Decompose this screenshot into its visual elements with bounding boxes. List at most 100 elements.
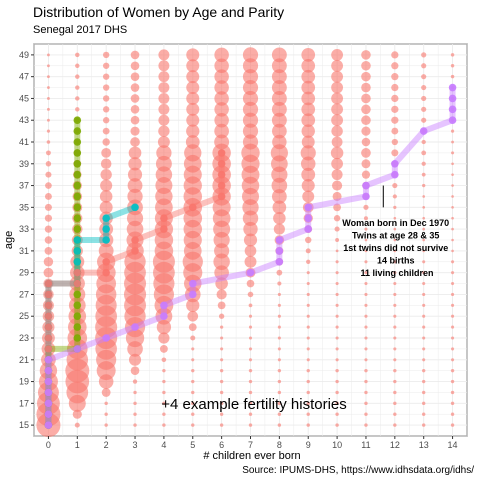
bubble: [44, 247, 53, 255]
bubble: [450, 53, 455, 57]
history-point: [73, 149, 82, 157]
bubble: [421, 95, 427, 102]
bubble: [422, 423, 426, 427]
bubble: [186, 113, 200, 127]
bubble: [246, 279, 255, 288]
bubble: [451, 151, 455, 155]
bubble: [75, 74, 80, 79]
bubble: [102, 138, 110, 146]
x-tick-label: 10: [332, 440, 342, 450]
bubble: [364, 271, 368, 275]
history-point: [44, 410, 53, 419]
bubble: [185, 135, 200, 149]
history-point: [362, 192, 370, 201]
bubble: [75, 96, 80, 101]
bubble: [333, 215, 341, 222]
history-point: [44, 399, 53, 408]
history-point: [391, 159, 399, 168]
bubble: [191, 423, 195, 427]
bubble: [364, 412, 368, 416]
x-tick-label: 2: [104, 440, 109, 450]
bubble: [46, 118, 50, 122]
bubble: [102, 117, 110, 124]
bubble: [361, 104, 371, 115]
bubble: [248, 303, 253, 308]
y-tick-label: 39: [19, 159, 29, 169]
bubble: [391, 127, 399, 135]
history-point: [73, 268, 82, 277]
bubble: [363, 204, 369, 210]
bubble: [421, 52, 427, 58]
bubble: [422, 368, 426, 373]
bubble: [391, 116, 399, 124]
bubble: [190, 335, 196, 341]
history-point: [131, 203, 139, 212]
bubble: [335, 358, 339, 362]
y-tick-label: 43: [19, 115, 29, 125]
bubble: [421, 84, 427, 91]
bubble: [306, 314, 310, 318]
history-point: [44, 421, 53, 429]
bubble: [101, 147, 112, 158]
bubble: [364, 238, 368, 242]
bubble: [214, 47, 229, 63]
bubble: [248, 390, 253, 395]
history-point: [102, 214, 110, 223]
bubble: [450, 401, 455, 406]
history-point: [73, 138, 82, 146]
bubble: [451, 347, 455, 351]
bubble: [102, 127, 110, 135]
history-point: [73, 247, 82, 255]
bubble: [393, 358, 397, 362]
bubble: [451, 140, 454, 144]
chart-subtitle: Senegal 2017 DHS: [33, 24, 127, 36]
history-point: [73, 323, 82, 331]
history-point: [275, 247, 284, 255]
bubble: [128, 146, 142, 160]
bubble: [44, 225, 53, 233]
y-tick-label: 35: [19, 202, 29, 212]
annotation-line-2: Twins at age 28 & 35: [352, 231, 439, 241]
bubble: [155, 155, 172, 172]
bubble: [331, 48, 344, 61]
bubble: [301, 167, 316, 182]
bubble: [46, 64, 50, 68]
bubble: [277, 358, 281, 362]
history-point: [304, 203, 313, 212]
bubble: [422, 314, 426, 318]
bubble: [301, 179, 315, 193]
bubble: [306, 347, 310, 351]
bubble: [422, 303, 426, 307]
bubble: [44, 203, 52, 211]
history-point: [73, 301, 82, 310]
bubble: [422, 227, 426, 231]
history-point: [160, 225, 168, 233]
bubble: [219, 368, 224, 373]
bubble: [422, 195, 426, 198]
bubble: [128, 157, 142, 171]
bubble: [220, 347, 224, 351]
bubble: [158, 92, 170, 104]
bubble: [364, 401, 368, 406]
bubble: [393, 379, 397, 384]
bubble: [335, 368, 339, 373]
bubble: [242, 79, 259, 96]
bubble: [242, 134, 259, 150]
bubble: [186, 298, 200, 312]
bubble: [301, 80, 316, 95]
bubble: [130, 126, 140, 136]
bubble: [277, 379, 282, 384]
bubble: [187, 310, 199, 322]
annotation-line-4: 14 births: [377, 256, 415, 266]
bubble: [104, 412, 108, 416]
bubble: [100, 179, 113, 192]
bubble: [219, 325, 224, 329]
bubble: [186, 59, 200, 73]
bubble: [271, 189, 287, 204]
bubble: [45, 171, 52, 178]
bubble: [301, 91, 316, 106]
bubble: [422, 281, 426, 286]
bubble: [126, 210, 144, 227]
bubble: [273, 223, 285, 235]
bubble: [306, 259, 311, 264]
